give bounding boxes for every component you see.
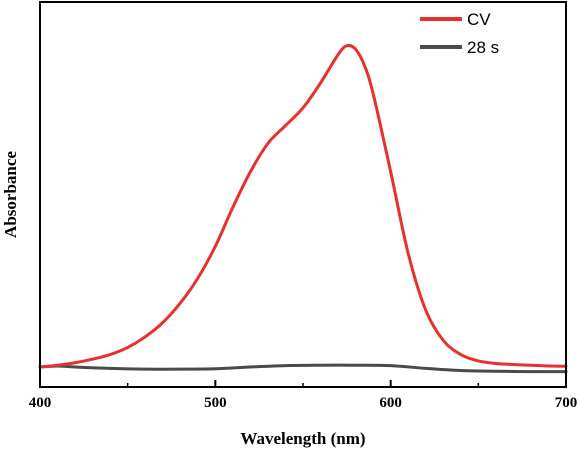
x-tick-label: 400 xyxy=(29,395,52,411)
y-axis-title: Absorbance xyxy=(1,151,20,238)
legend-label-cv: CV xyxy=(467,10,491,29)
x-axis-title: Wavelength (nm) xyxy=(240,429,365,448)
x-tick-label: 600 xyxy=(379,395,402,411)
series-lines xyxy=(38,43,568,374)
x-tick-label: 500 xyxy=(204,395,227,411)
x-axis-ticks: 400 500 600 700 xyxy=(29,380,578,411)
legend-label-28s: 28 s xyxy=(467,38,499,57)
series-line-cv xyxy=(38,43,568,369)
plot-frame xyxy=(39,1,567,388)
series-line-28s xyxy=(38,363,568,374)
legend: CV 28 s xyxy=(420,10,499,57)
x-tick-label: 700 xyxy=(555,395,578,411)
